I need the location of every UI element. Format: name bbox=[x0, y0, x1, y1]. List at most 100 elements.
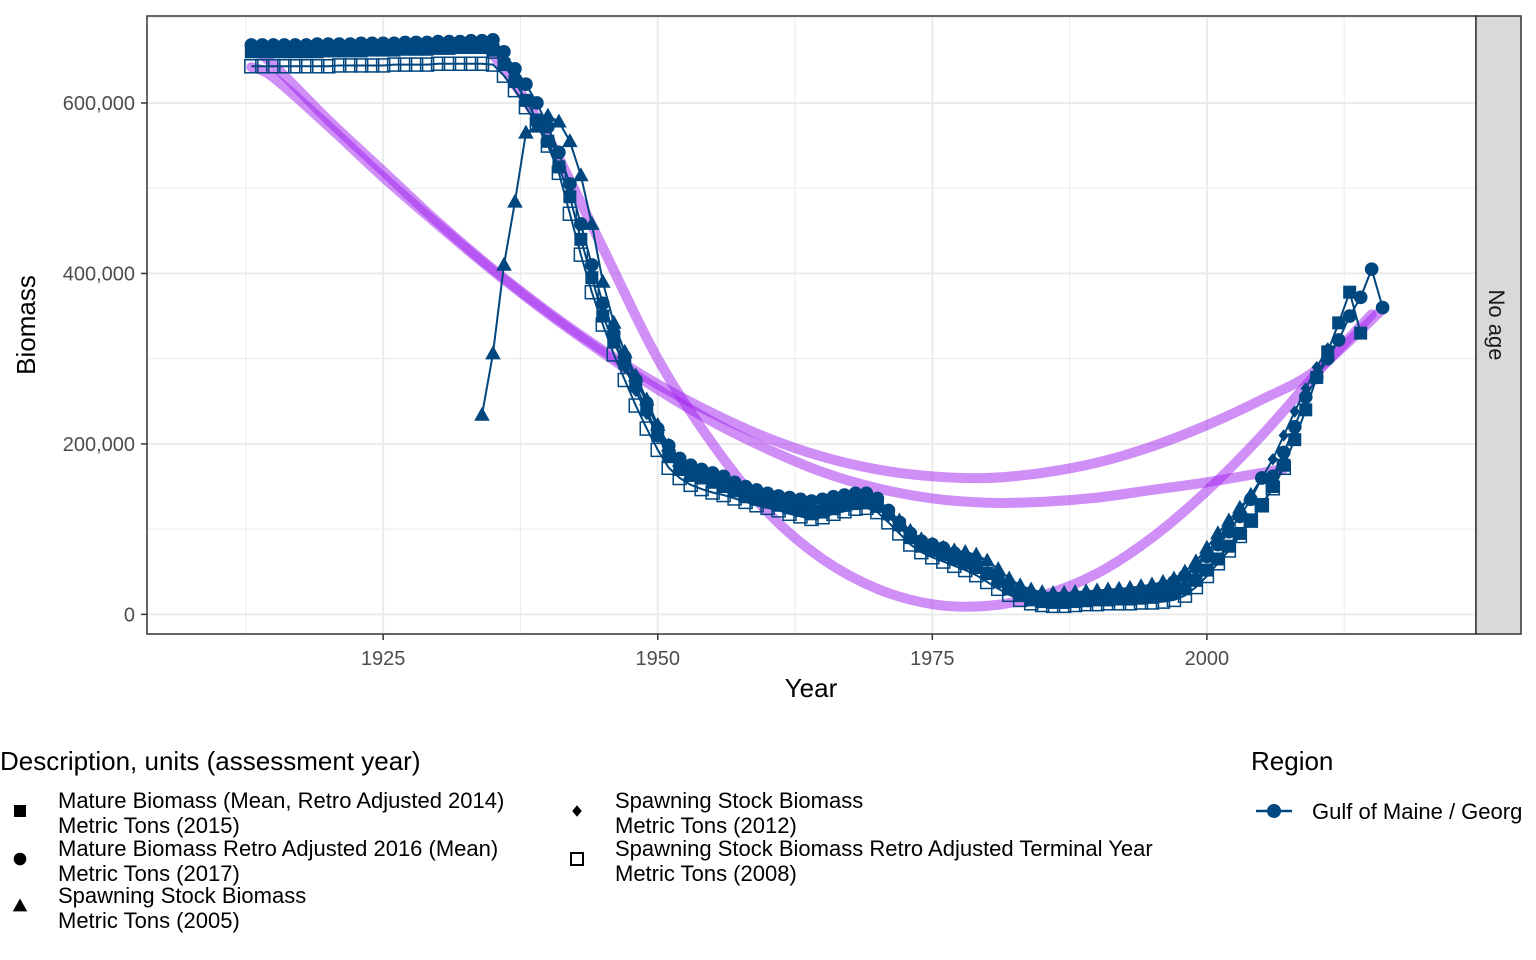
series-line bbox=[251, 62, 1285, 607]
data-point bbox=[563, 177, 577, 191]
data-point bbox=[947, 558, 962, 574]
data-point bbox=[1001, 570, 1018, 585]
data-point bbox=[705, 485, 720, 500]
data-point bbox=[574, 217, 588, 231]
data-point bbox=[696, 469, 707, 482]
data-point bbox=[870, 504, 885, 520]
data-point bbox=[793, 509, 808, 524]
data-point bbox=[1223, 518, 1235, 532]
data-point bbox=[309, 59, 325, 74]
legend-label-line2: Metric Tons (2015) bbox=[58, 813, 240, 838]
data-point bbox=[826, 506, 841, 522]
data-point bbox=[398, 35, 412, 50]
data-point bbox=[881, 515, 896, 530]
data-point bbox=[936, 554, 951, 569]
data-point bbox=[540, 138, 556, 153]
data-point bbox=[408, 57, 424, 72]
data-point bbox=[1354, 326, 1368, 340]
data-point bbox=[1034, 584, 1050, 599]
data-point bbox=[628, 398, 644, 413]
data-point bbox=[641, 407, 652, 421]
data-point bbox=[541, 119, 555, 134]
data-point bbox=[639, 421, 654, 436]
data-point bbox=[619, 361, 630, 374]
legend: Mature Biomass (Mean, Retro Adjusted 201… bbox=[12, 788, 1153, 933]
data-point bbox=[859, 486, 874, 501]
y-tick-label: 600,000 bbox=[63, 93, 135, 115]
data-point bbox=[707, 472, 718, 486]
data-point bbox=[595, 273, 611, 288]
data-point bbox=[1243, 513, 1259, 528]
x-tick-label: 1925 bbox=[361, 648, 406, 670]
data-point bbox=[1322, 342, 1333, 355]
data-point bbox=[1045, 598, 1061, 614]
data-point bbox=[365, 36, 379, 51]
data-point bbox=[1045, 584, 1061, 599]
data-point bbox=[870, 491, 885, 506]
legend-region-key bbox=[1256, 804, 1292, 818]
data-point bbox=[762, 490, 773, 503]
data-point bbox=[508, 62, 522, 76]
data-point bbox=[486, 33, 500, 47]
data-point bbox=[364, 58, 380, 73]
data-point bbox=[1287, 420, 1302, 434]
data-point bbox=[1353, 290, 1368, 305]
data-point bbox=[650, 442, 665, 458]
data-point bbox=[652, 430, 663, 444]
data-point bbox=[552, 145, 566, 160]
data-point bbox=[839, 494, 850, 508]
data-point bbox=[266, 38, 281, 52]
legend-description-title: Description, units (assessment year) bbox=[0, 746, 420, 776]
data-point bbox=[573, 247, 589, 262]
data-point bbox=[1100, 581, 1116, 596]
data-point bbox=[848, 501, 863, 516]
data-point bbox=[1111, 580, 1127, 595]
data-point bbox=[1078, 583, 1094, 598]
grid-lines bbox=[147, 16, 1476, 634]
data-point bbox=[551, 113, 567, 128]
data-point bbox=[1091, 590, 1103, 603]
data-point bbox=[751, 487, 762, 500]
data-point bbox=[519, 77, 533, 92]
smooth-curve bbox=[476, 38, 1377, 612]
data-point bbox=[630, 384, 641, 398]
series-diamond bbox=[608, 335, 1333, 606]
data-point bbox=[683, 477, 698, 493]
data-point bbox=[1023, 581, 1039, 596]
data-point bbox=[982, 567, 993, 580]
data-point bbox=[1133, 578, 1149, 593]
facet-strip bbox=[1475, 15, 1522, 635]
data-point bbox=[1199, 539, 1215, 554]
data-point bbox=[1311, 361, 1322, 374]
x-tick-label: 1950 bbox=[635, 648, 680, 670]
data-point bbox=[1144, 595, 1160, 610]
data-point bbox=[409, 35, 423, 50]
data-point bbox=[1375, 300, 1390, 315]
data-point bbox=[661, 460, 676, 476]
data-point bbox=[507, 193, 523, 208]
data-point bbox=[441, 56, 457, 71]
data-point bbox=[1157, 582, 1169, 595]
data-point bbox=[738, 494, 753, 510]
data-point bbox=[1234, 504, 1246, 517]
data-point bbox=[497, 58, 511, 72]
data-point bbox=[1245, 488, 1257, 502]
data-point bbox=[861, 493, 872, 507]
data-point bbox=[529, 117, 545, 132]
data-point bbox=[595, 317, 611, 332]
legend-label-line2: Metric Tons (2017) bbox=[58, 861, 240, 886]
data-point bbox=[1364, 262, 1379, 276]
data-point bbox=[321, 37, 336, 51]
data-point bbox=[990, 561, 1007, 576]
data-point bbox=[914, 544, 929, 560]
legend-label-line1: Mature Biomass Retro Adjusted 2016 (Mean… bbox=[58, 836, 498, 861]
data-point bbox=[518, 124, 534, 139]
data-point bbox=[585, 258, 599, 272]
data-point bbox=[1343, 285, 1357, 299]
data-point bbox=[1056, 584, 1072, 599]
data-point bbox=[331, 58, 347, 73]
data-point bbox=[1111, 596, 1127, 611]
data-point bbox=[729, 480, 740, 493]
legend-label-line2: Metric Tons (2008) bbox=[615, 861, 797, 886]
